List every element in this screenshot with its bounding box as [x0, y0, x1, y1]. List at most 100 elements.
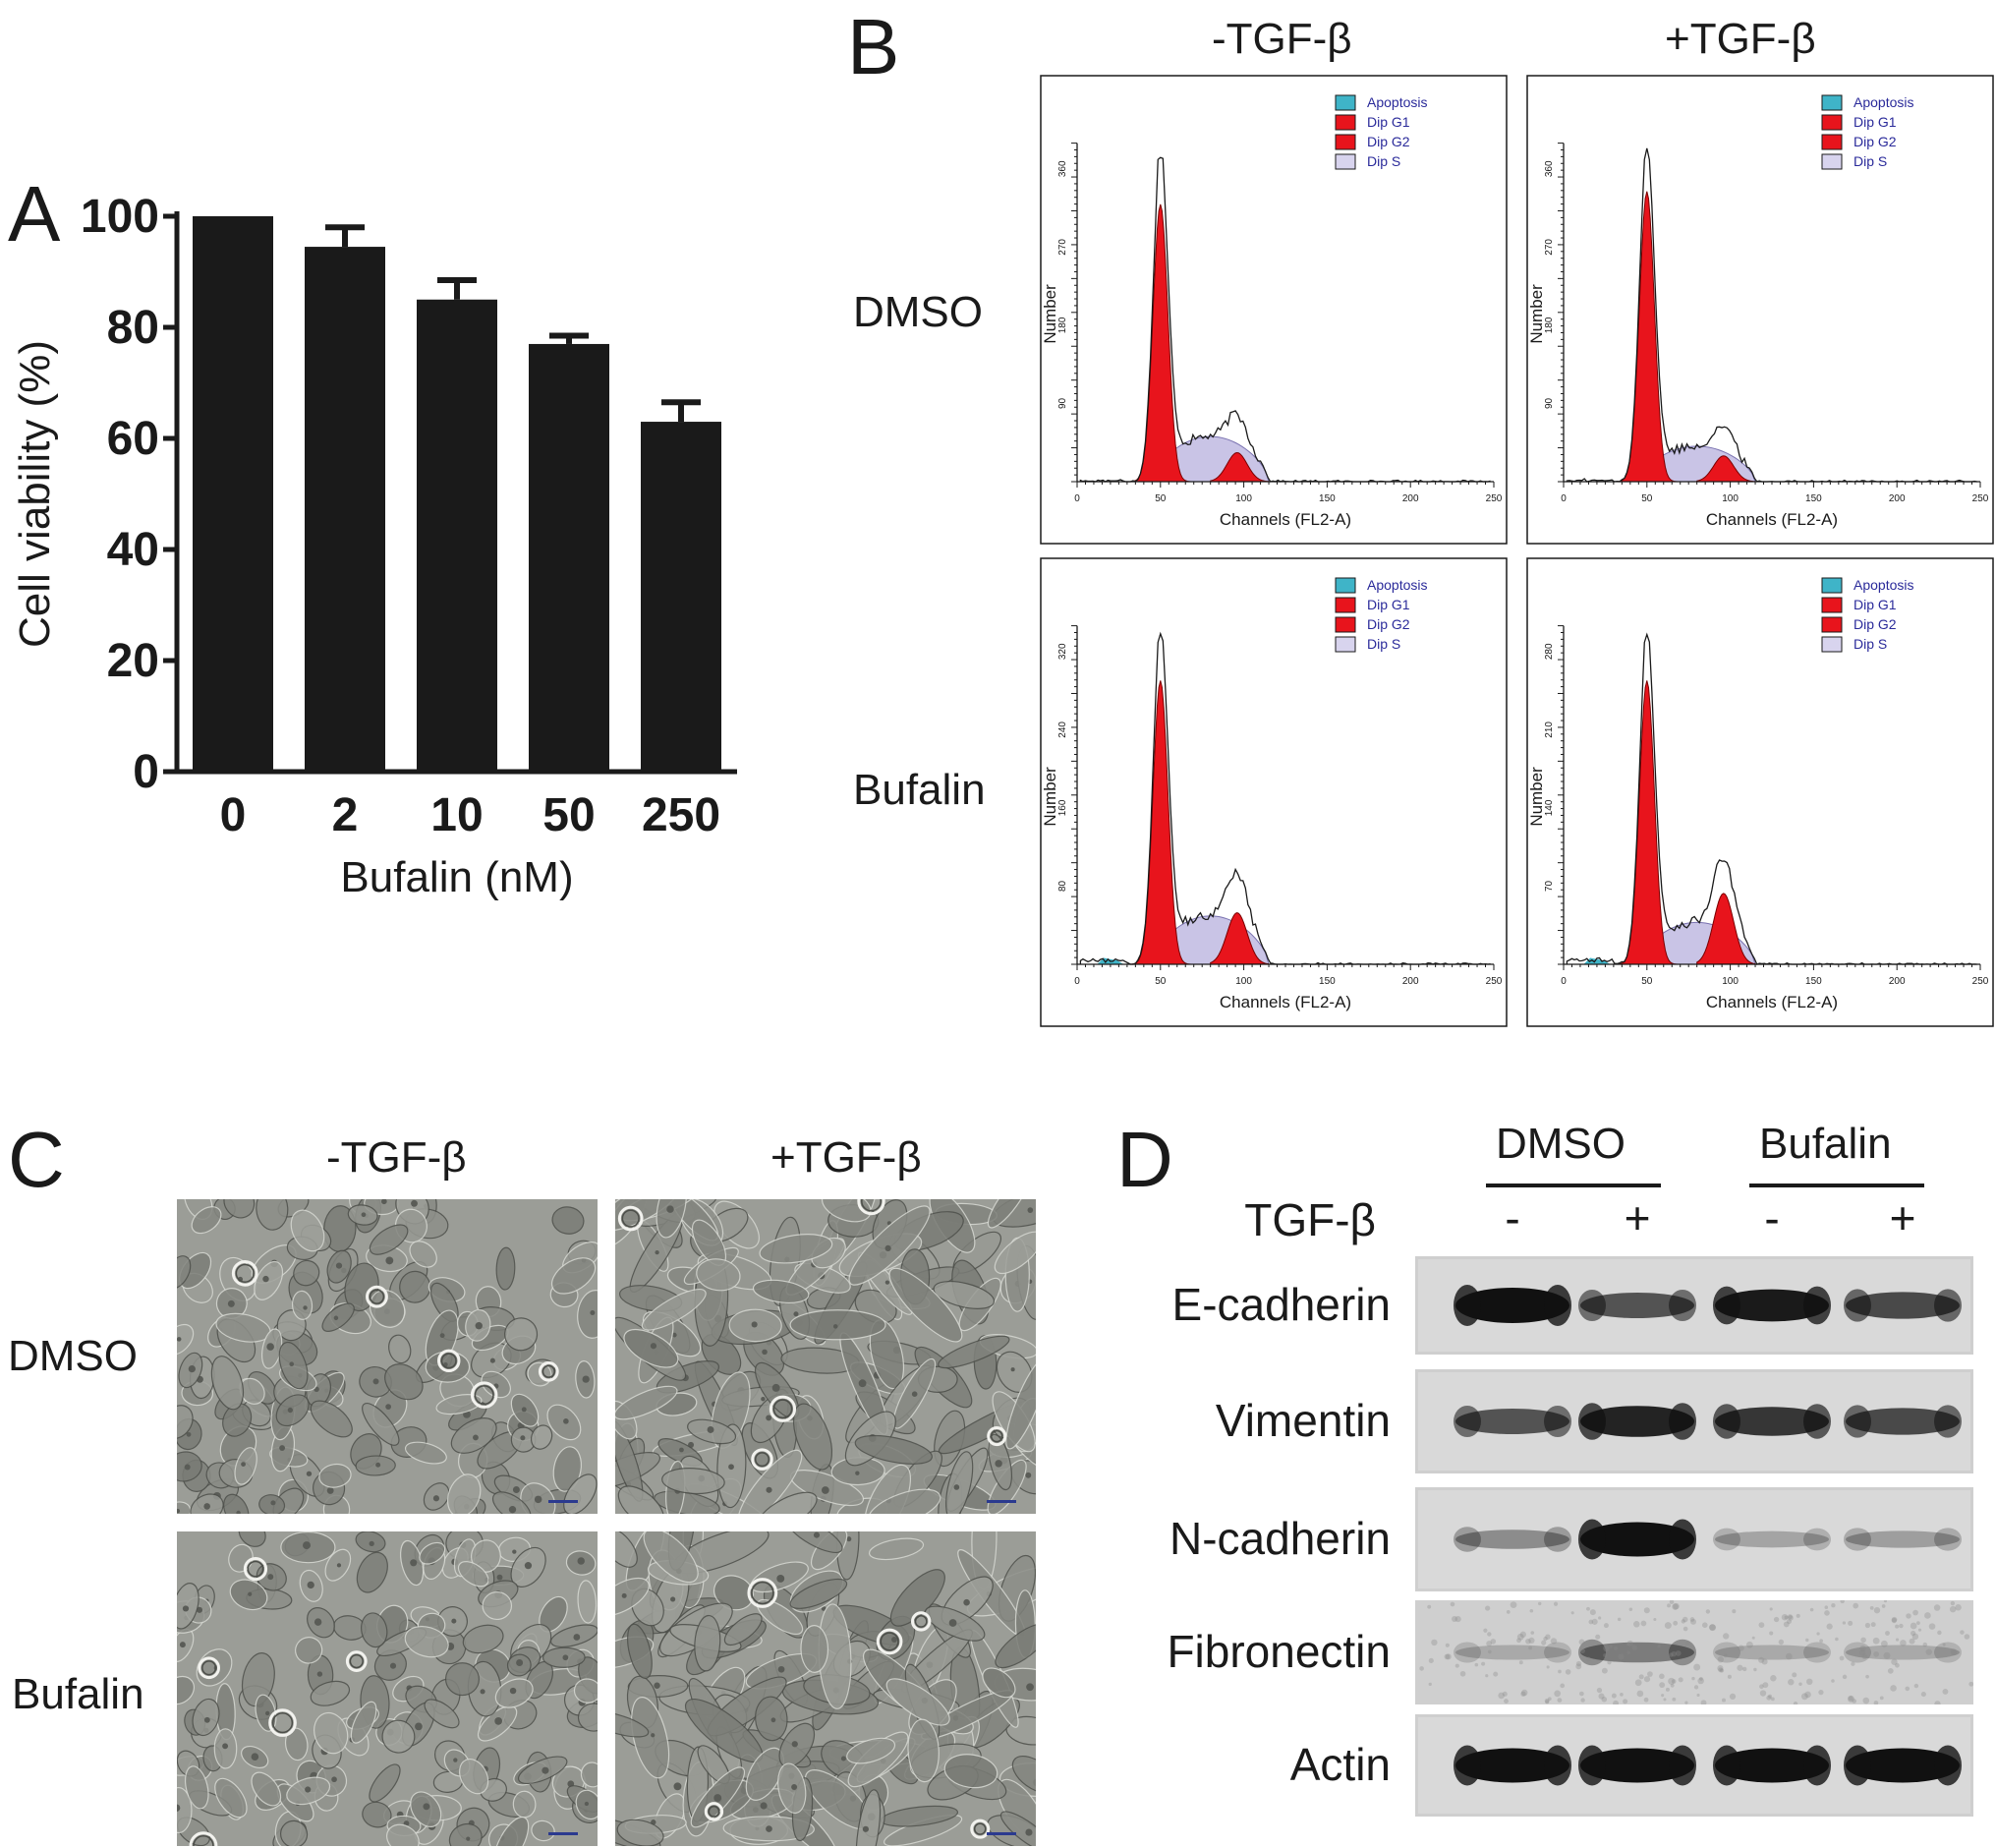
- cell: [177, 1675, 195, 1705]
- blot-noise: [1883, 1600, 1887, 1603]
- blot-noise: [1771, 1697, 1775, 1702]
- cell: [293, 1259, 320, 1287]
- blot-noise: [1528, 1637, 1535, 1645]
- x-axis-label: Bufalin (nM): [340, 853, 573, 901]
- blot-noise: [1773, 1616, 1780, 1623]
- blot-noise: [1942, 1643, 1946, 1646]
- blot-noise: [1753, 1667, 1757, 1672]
- blot-noise: [1950, 1600, 1956, 1606]
- blot-noise: [1682, 1616, 1688, 1623]
- cell-nucleolus: [385, 1256, 394, 1265]
- cell: [868, 1488, 941, 1514]
- cell: [446, 1473, 482, 1514]
- blot-noise: [1895, 1662, 1900, 1668]
- cell-nucleolus: [948, 1619, 957, 1627]
- cell: [191, 1206, 222, 1235]
- cell-nucleolus: [266, 1343, 274, 1351]
- blot-noise: [1673, 1620, 1679, 1626]
- blot-noise: [1899, 1623, 1904, 1629]
- cell-nucleolus: [423, 1803, 430, 1811]
- cell-nucleolus: [766, 1486, 772, 1493]
- cell: [369, 1763, 401, 1803]
- blot-treatment-label: TGF-β: [1244, 1194, 1376, 1245]
- band-edge: [1934, 1642, 1962, 1663]
- flow-x-tick-label: 0: [1074, 493, 1080, 504]
- cell: [617, 1485, 664, 1514]
- cell: [888, 1267, 963, 1343]
- legend-label: Apoptosis: [1367, 577, 1427, 593]
- blot-noise: [1842, 1674, 1848, 1680]
- cell-nucleolus: [621, 1592, 627, 1598]
- blot-noise: [1758, 1656, 1765, 1663]
- band-edge: [1934, 1745, 1962, 1786]
- panel-label-b: B: [847, 3, 900, 90]
- cell-nucleolus: [1025, 1828, 1033, 1836]
- cell: [290, 1209, 325, 1252]
- blot-noise: [1550, 1638, 1558, 1645]
- blot-noise: [1697, 1677, 1704, 1685]
- blot-noise: [1419, 1666, 1424, 1671]
- cell: [1005, 1357, 1036, 1450]
- cell-nucleolus: [760, 1802, 768, 1810]
- cell-nucleolus: [385, 1404, 391, 1411]
- band: [1846, 1748, 1960, 1783]
- cell-nucleolus: [542, 1766, 549, 1774]
- flow-x-tick-label: 250: [1486, 493, 1503, 504]
- flow-y-tick-label: 210: [1544, 722, 1555, 738]
- flow-frame: [1040, 557, 1508, 1027]
- band-edge: [1934, 1289, 1962, 1322]
- panel-label-a: A: [8, 170, 61, 258]
- cell: [512, 1790, 537, 1819]
- cell: [177, 1255, 192, 1290]
- cell-nucleolus: [995, 1460, 1002, 1468]
- blot-noise: [1529, 1608, 1534, 1613]
- cell-nucleolus: [1010, 1367, 1015, 1372]
- legend-swatch: [1821, 134, 1843, 150]
- blot-noise: [1678, 1677, 1683, 1683]
- blot-noise: [1668, 1677, 1676, 1685]
- band: [1846, 1408, 1960, 1435]
- cell: [752, 1279, 810, 1304]
- blot-noise: [1560, 1683, 1566, 1689]
- band: [1455, 1530, 1569, 1549]
- cell: [310, 1400, 353, 1438]
- blot-noise: [1861, 1653, 1868, 1660]
- blot-noise: [1787, 1619, 1792, 1625]
- blot-noise: [1826, 1623, 1833, 1630]
- blot-noise: [1659, 1682, 1666, 1689]
- cell: [310, 1680, 351, 1706]
- blot-noise: [1528, 1646, 1532, 1650]
- blot-noise: [1548, 1697, 1552, 1702]
- blot-noise: [1723, 1633, 1730, 1640]
- blot-noise: [1895, 1638, 1900, 1642]
- blot-noise: [1601, 1696, 1608, 1703]
- blot-noise: [1659, 1673, 1665, 1680]
- cell-nucleolus: [655, 1249, 659, 1255]
- cell-nucleolus: [473, 1434, 479, 1441]
- blot-noise: [1519, 1631, 1526, 1638]
- blot-noise: [1722, 1698, 1727, 1703]
- blot-noise: [1723, 1653, 1728, 1658]
- cell: [425, 1351, 471, 1383]
- bar: [417, 299, 497, 772]
- blot-noise: [1806, 1678, 1813, 1686]
- blot-noise: [1598, 1616, 1602, 1620]
- band-edge: [1578, 1745, 1606, 1786]
- flow-y-tick-label: 80: [1057, 880, 1068, 892]
- band-edge: [1454, 1405, 1481, 1438]
- cell: [552, 1446, 582, 1492]
- blot-noise: [1598, 1693, 1605, 1700]
- dip-g2-peak: [1210, 911, 1270, 965]
- cell: [214, 1777, 248, 1819]
- micrograph-2: [615, 1199, 1036, 1514]
- cell-nucleolus: [751, 1321, 758, 1328]
- blot-noise: [1633, 1621, 1640, 1628]
- blot-noise: [1796, 1613, 1800, 1618]
- blot-noise: [1672, 1697, 1677, 1702]
- blot-noise: [1516, 1638, 1521, 1644]
- blot-noise: [1538, 1601, 1542, 1606]
- cell: [355, 1455, 396, 1476]
- cell-nucleolus: [832, 1324, 838, 1329]
- cell-nucleolus: [650, 1343, 657, 1350]
- blot-noise: [1490, 1639, 1497, 1645]
